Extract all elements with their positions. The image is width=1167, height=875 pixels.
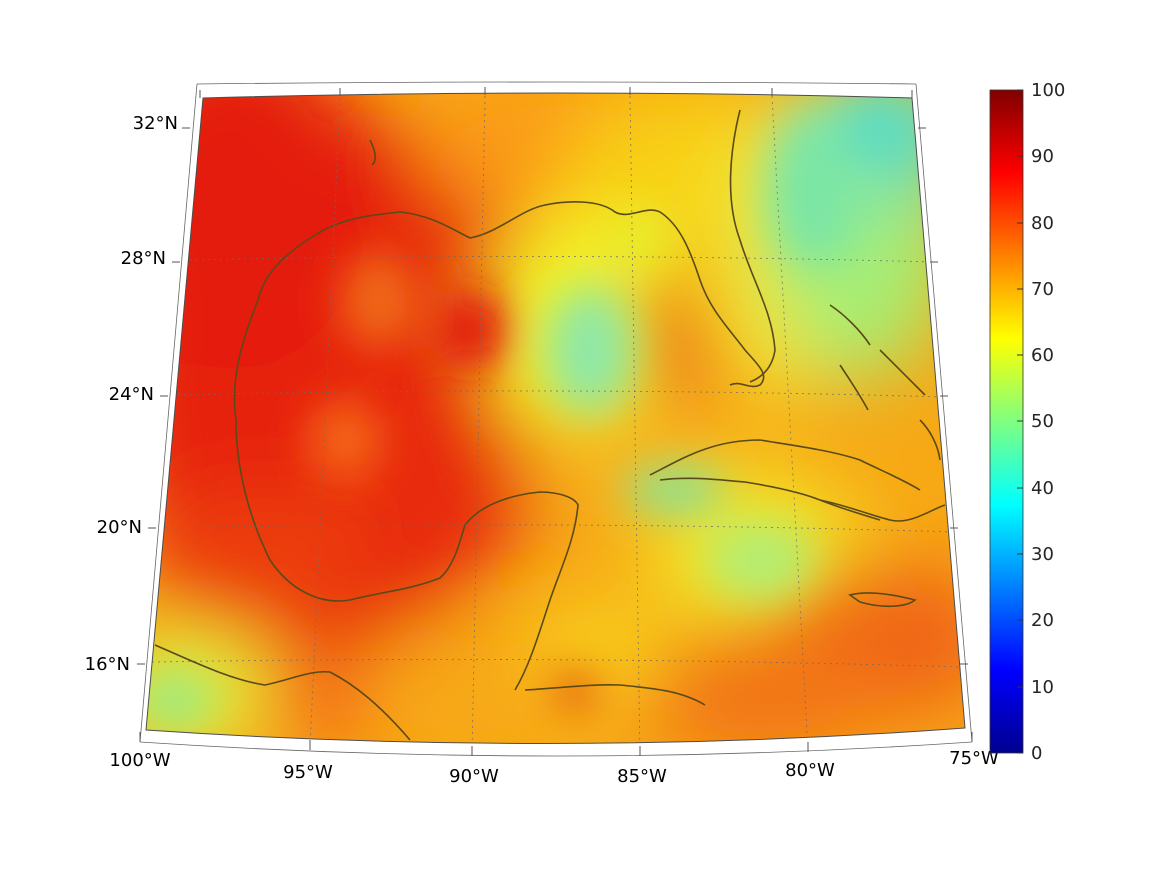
coastlines xyxy=(154,109,946,741)
colorbar-tick-40: 40 xyxy=(1031,478,1054,499)
graticule xyxy=(151,95,963,744)
colorbar-tick-50: 50 xyxy=(1031,411,1054,432)
lon-label-95: 95°W xyxy=(283,762,333,783)
colorbar-tick-30: 30 xyxy=(1031,544,1054,565)
map-field xyxy=(146,93,965,744)
map-frame xyxy=(145,92,966,745)
lon-label-90: 90°W xyxy=(449,766,499,787)
frame-ticks xyxy=(137,87,973,756)
latitude-labels: 32°N 28°N 24°N 20°N 16°N xyxy=(85,113,178,675)
colorbar-tick-10: 10 xyxy=(1031,677,1054,698)
lon-label-85: 85°W xyxy=(617,766,667,787)
colorbar-tick-100: 100 xyxy=(1031,80,1065,101)
lat-label-28: 28°N xyxy=(121,248,166,269)
lon-label-80: 80°W xyxy=(785,760,835,781)
colorbar-tick-20: 20 xyxy=(1031,610,1054,631)
lat-label-16: 16°N xyxy=(85,654,130,675)
colorbar-tick-80: 80 xyxy=(1031,213,1054,234)
colorbar-tick-70: 70 xyxy=(1031,279,1054,300)
colorbar-tick-0: 0 xyxy=(1031,743,1042,764)
colorbar: 100 90 80 70 60 50 40 30 20 10 0 xyxy=(989,80,1065,764)
lat-label-32: 32°N xyxy=(133,113,178,134)
colorbar-tick-60: 60 xyxy=(1031,345,1054,366)
lat-label-24: 24°N xyxy=(109,384,154,405)
lat-label-20: 20°N xyxy=(97,517,142,538)
lon-label-100: 100°W xyxy=(109,750,170,771)
colorbar-labels: 100 90 80 70 60 50 40 30 20 10 0 xyxy=(1031,80,1065,764)
lon-label-75: 75°W xyxy=(949,748,999,769)
longitude-labels: 100°W 95°W 90°W 85°W 80°W 75°W xyxy=(109,748,999,787)
colorbar-tick-90: 90 xyxy=(1031,146,1054,167)
